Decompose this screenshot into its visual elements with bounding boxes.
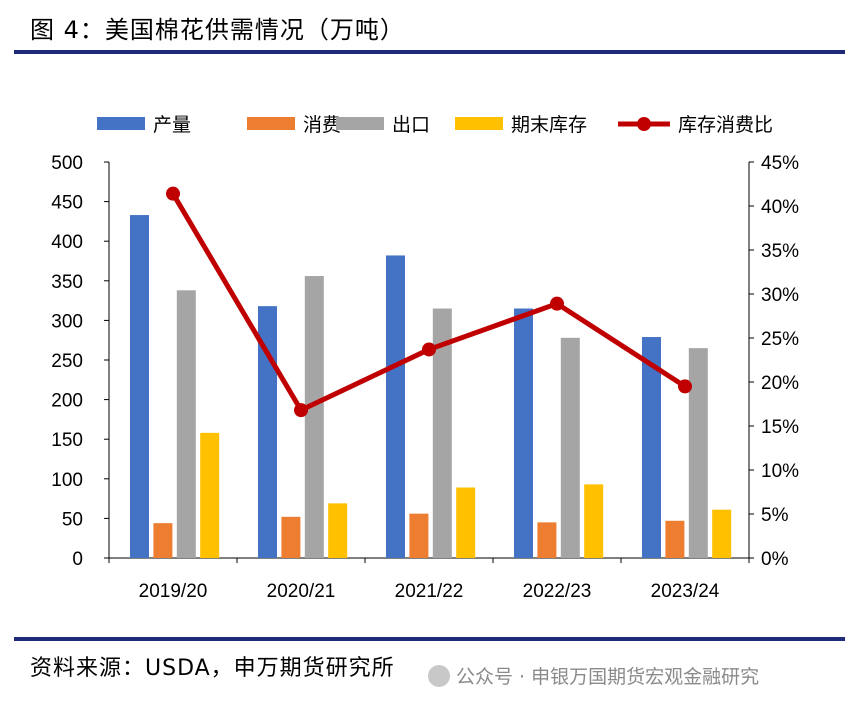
bar-1-2023/24 [642,337,661,558]
bar-2-2022/23 [537,522,557,558]
ratio-point-2021/22 [422,342,436,357]
y-tick-label: 300 [51,311,83,332]
bar-3-2019/20 [176,290,196,558]
bar-2-2020/21 [281,516,301,558]
y-tick-label: 500 [51,153,83,174]
bar-4-2021/22 [456,487,476,558]
watermark-text: 公众号 · 申银万国期货宏观金融研究 [456,666,760,688]
legend-label-1: 产量 [153,114,191,136]
y2-tick-label: 10% [761,461,799,482]
bar-2-2019/20 [153,523,173,558]
bar-4-2019/20 [200,432,220,558]
wechat-logo-icon [428,665,450,687]
y2-tick-label: 40% [761,197,799,218]
ratio-point-2023/24 [678,379,692,394]
bar-3-2023/24 [688,348,708,558]
watermark: 公众号 · 申银万国期货宏观金融研究 [428,662,759,689]
bar-2-2023/24 [665,520,685,558]
legend-label-2: 消费 [303,114,341,136]
chart-title: 图 4：美国棉花供需情况（万吨） [30,16,405,44]
y-tick-label: 100 [51,470,83,491]
bar-3-2020/21 [304,276,324,558]
y2-tick-label: 25% [761,329,799,350]
ratio-point-2022/23 [550,296,564,311]
y-tick-label: 450 [51,193,83,214]
legend-swatch-2 [247,117,295,130]
bar-3-2021/22 [432,308,452,558]
legend-label-3: 出口 [392,114,430,136]
y-tick-label: 400 [51,232,83,253]
x-tick-label: 2022/23 [523,581,592,602]
y2-tick-label: 30% [761,285,799,306]
bar-1-2019/20 [130,215,149,558]
x-tick-label: 2023/24 [651,581,720,602]
y-tick-label: 150 [51,430,83,451]
y-tick-label: 350 [51,272,83,293]
y-tick-label: 0 [72,549,83,570]
header-rule [14,50,845,54]
x-tick-label: 2019/20 [139,581,208,602]
legend-swatch-3 [336,117,384,130]
source-note: 资料来源：USDA，申万期货研究所 [30,656,395,681]
y-tick-label: 250 [51,351,83,372]
ratio-line [170,192,687,413]
legend-label-4: 期末库存 [511,114,587,136]
ratio-point-2020/21 [294,403,308,418]
y-tick-label: 50 [62,509,83,530]
legend-swatch-4 [455,117,503,130]
legend-line-marker [637,117,651,131]
y2-tick-label: 45% [761,153,799,174]
legend-swatch-1 [97,117,145,130]
y2-tick-label: 0% [761,549,789,570]
y2-tick-label: 35% [761,241,799,262]
footer-rule [14,637,845,641]
y-tick-label: 200 [51,391,83,412]
chart: 0 50 100 150 200 250 300 350 400 450 500 0% 5% 10% 15%… [51,114,799,602]
legend-label-5: 库存消费比 [678,114,773,136]
bar-1-2021/22 [386,255,405,558]
bar-1-2020/21 [258,306,277,558]
bar-4-2020/21 [328,503,348,558]
y2-tick-label: 20% [761,373,799,394]
x-tick-label: 2020/21 [267,581,336,602]
x-tick-label: 2021/22 [395,581,464,602]
bar-1-2022/23 [514,308,533,558]
ratio-point-2019/20 [166,186,180,201]
bar-4-2022/23 [584,484,604,558]
bar-4-2023/24 [712,509,732,558]
bar-3-2022/23 [560,337,580,558]
bar-2-2021/22 [409,513,429,558]
y2-tick-label: 5% [761,505,789,526]
y2-tick-label: 15% [761,417,799,438]
